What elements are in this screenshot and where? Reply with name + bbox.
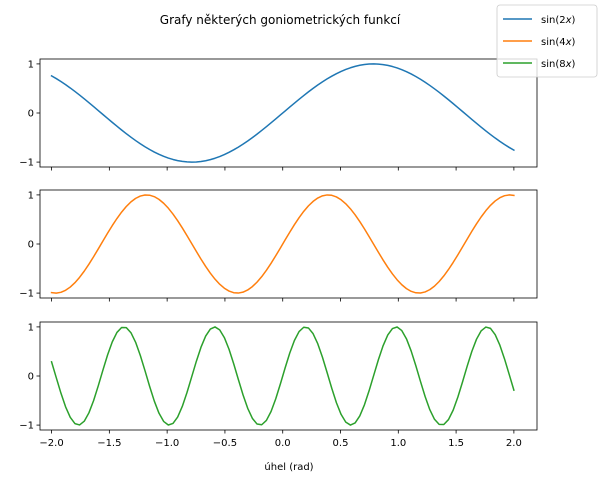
y-tick-label: −1	[19, 158, 34, 169]
y-tick-label: −1	[19, 289, 34, 300]
y-tick-label: 1	[28, 322, 34, 333]
y-tick-label: 0	[28, 240, 34, 251]
x-axis-label: úhel (rad)	[264, 461, 313, 473]
x-tick-label: 0.5	[333, 438, 349, 449]
y-tick-label: 1	[28, 190, 34, 201]
legend-label-1: sin(2x)	[541, 15, 576, 26]
x-tick-label: −1.0	[155, 438, 179, 449]
y-tick-label: 0	[28, 109, 34, 120]
subplot-3: −1 0 1 −2.0 −1.5 −1.0 −0.5 0.0 0.5 1.0 1.5 2.0	[19, 321, 538, 449]
x-tick-label: −1.5	[97, 438, 121, 449]
y-tick-label: 1	[28, 59, 34, 70]
x-tick-label: 1.0	[390, 438, 406, 449]
x-tick-label: −2.0	[39, 438, 63, 449]
x-tick-label: 2.0	[506, 438, 522, 449]
x-tick-label: 1.5	[448, 438, 464, 449]
x-tick-label: −0.5	[213, 438, 237, 449]
chart-title: Grafy některých goniometrických funkcí	[160, 13, 401, 27]
axes-frame-2	[39, 189, 538, 299]
subplot-2: −1 0 1	[19, 189, 538, 302]
legend-label-3: sin(8x)	[541, 59, 576, 70]
legend-box	[496, 4, 598, 78]
legend: sin(2x) sin(4x) sin(8x)	[496, 4, 598, 78]
series-line-2	[50, 194, 515, 294]
axes-frame-1	[39, 58, 538, 168]
series-line-1	[50, 63, 515, 163]
y-tick-label: −1	[19, 421, 34, 432]
subplot-1: −1 0 1	[19, 58, 538, 171]
legend-label-2: sin(4x)	[541, 37, 576, 48]
subplot-panels: −1 0 1 −1 0 1 −1 0 1 −2.0 −1.5 −1.0 −0.5 0.0 0.5 1.0 1.5…	[19, 58, 538, 449]
y-tick-label: 0	[28, 372, 34, 383]
x-tick-label: 0.0	[275, 438, 291, 449]
series-line-3	[50, 326, 515, 426]
